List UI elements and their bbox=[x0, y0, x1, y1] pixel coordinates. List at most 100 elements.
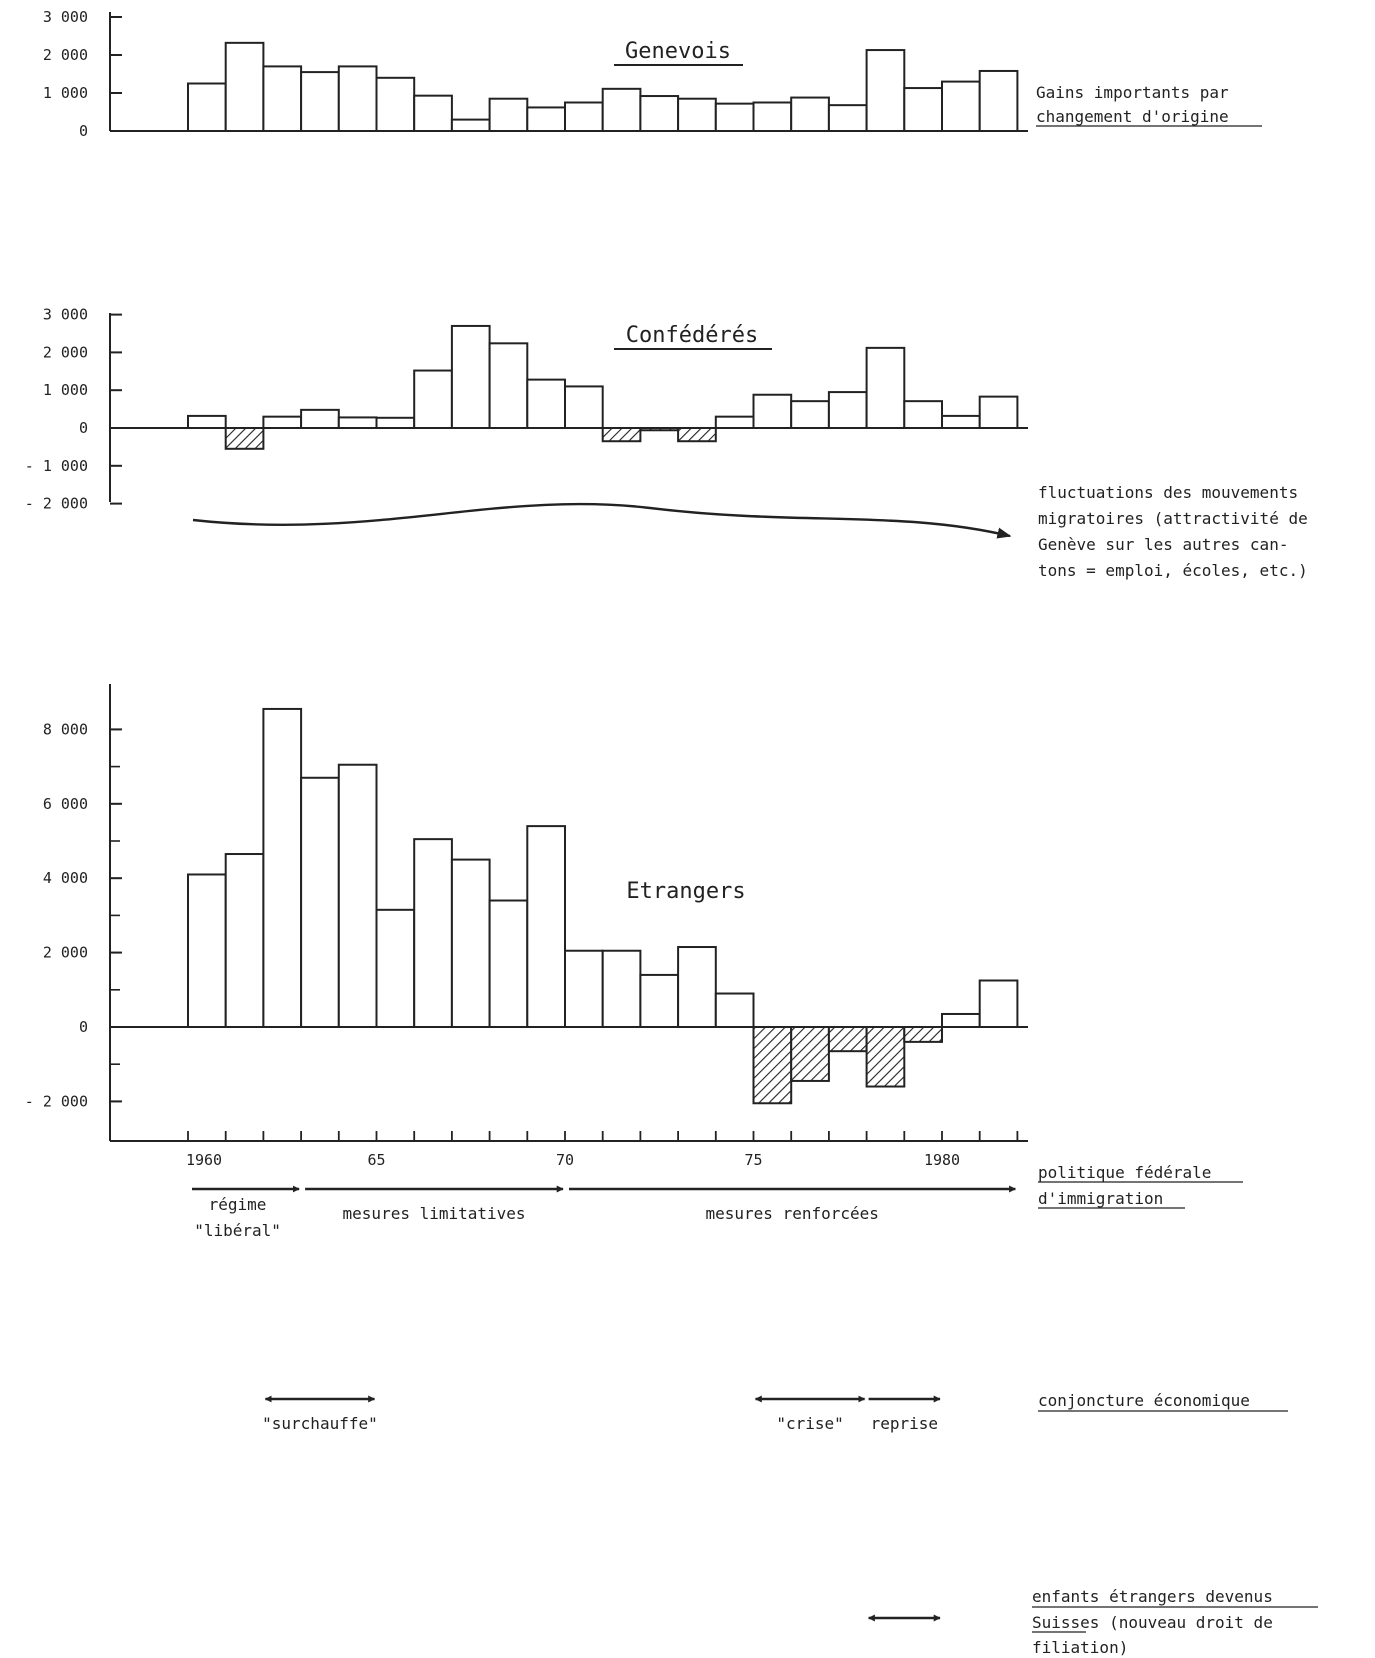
bar-1978 bbox=[865, 1026, 906, 1088]
bar-1969 bbox=[526, 106, 566, 133]
bar-1963 bbox=[300, 776, 340, 1029]
bar-1976 bbox=[790, 1026, 830, 1082]
genevois-bars bbox=[187, 41, 1019, 133]
y-tick-label: 3 000 bbox=[43, 306, 88, 324]
confederes-note-line-1: fluctuations des mouvements bbox=[1038, 483, 1298, 502]
bar-1965 bbox=[375, 76, 416, 133]
bar-1980 bbox=[941, 1012, 981, 1028]
filiation-label-line-2: Suisses (nouveau droit de bbox=[1032, 1613, 1273, 1632]
bar-1974 bbox=[714, 992, 755, 1029]
bar-1963 bbox=[300, 408, 340, 429]
bar-1968 bbox=[488, 342, 529, 429]
bar-1969 bbox=[526, 378, 566, 429]
bar-1962 bbox=[262, 707, 303, 1028]
confederes-note-line-2: migratoires (attractivité de bbox=[1038, 509, 1308, 528]
bar-1981 bbox=[978, 395, 1019, 430]
bar-1969 bbox=[526, 825, 566, 1028]
bar-1978 bbox=[865, 49, 906, 133]
conjoncture-period-label: "crise" bbox=[776, 1414, 843, 1433]
y-tick-label: 2 000 bbox=[43, 343, 88, 361]
bar-1960 bbox=[187, 873, 227, 1028]
y-tick-label: 3 000 bbox=[43, 8, 88, 26]
etrangers-bars bbox=[187, 707, 1019, 1105]
bar-1966 bbox=[413, 838, 453, 1029]
bar-1960 bbox=[187, 82, 227, 132]
y-tick-label: 2 000 bbox=[43, 944, 88, 962]
filiation-label-line-3: filiation) bbox=[1032, 1638, 1128, 1657]
bar-1967 bbox=[450, 324, 491, 429]
bar-1980 bbox=[941, 80, 981, 132]
policy-phase-label: "libéral" bbox=[194, 1221, 281, 1240]
chart-confederes: - 2 000 - 1 000 0 1 000 2 000 3 000 Confédéré… bbox=[25, 306, 1308, 580]
bar-1967 bbox=[450, 858, 491, 1028]
bar-1977 bbox=[827, 391, 868, 429]
bar-1979 bbox=[903, 87, 943, 132]
policy-phase-label: mesures limitatives bbox=[343, 1204, 526, 1223]
bar-1964 bbox=[337, 763, 378, 1028]
confederes-note-line-3: Genève sur les autres can- bbox=[1038, 535, 1288, 554]
migration-fluctuation-wave bbox=[192, 502, 1012, 539]
y-tick-label: - 1 000 bbox=[25, 457, 88, 475]
bar-1960 bbox=[187, 414, 227, 429]
etrangers-title: Etrangers bbox=[626, 879, 745, 904]
bar-1979 bbox=[903, 400, 943, 429]
bar-1966 bbox=[413, 369, 453, 430]
y-tick-label: 0 bbox=[79, 1018, 88, 1036]
x-tick-label: 1980 bbox=[924, 1151, 960, 1169]
bar-1968 bbox=[488, 899, 529, 1029]
bar-1964 bbox=[337, 65, 378, 132]
y-tick-label: 0 bbox=[79, 419, 88, 437]
bar-1970 bbox=[564, 101, 604, 132]
y-tick-label: 2 000 bbox=[43, 46, 88, 64]
bar-1963 bbox=[300, 71, 340, 132]
conjoncture-period-label: reprise bbox=[871, 1414, 938, 1433]
bar-1975 bbox=[752, 101, 793, 132]
bar-1977 bbox=[827, 104, 868, 133]
bar-1962 bbox=[262, 65, 303, 132]
bar-1979 bbox=[903, 1026, 943, 1043]
bar-1970 bbox=[564, 949, 604, 1028]
confederes-note-line-4: tons = emploi, écoles, etc.) bbox=[1038, 561, 1308, 580]
bar-1964 bbox=[337, 416, 378, 429]
bar-1971 bbox=[601, 949, 642, 1028]
policy-label-line-1: politique fédérale bbox=[1038, 1163, 1211, 1182]
y-tick-label: 1 000 bbox=[43, 84, 88, 102]
policy-timeline: régime "libéral" mesures limitatives mesure… bbox=[192, 1185, 1017, 1240]
y-tick-label: 0 bbox=[79, 122, 88, 140]
bar-1981 bbox=[978, 69, 1019, 132]
confederes-bars bbox=[187, 324, 1019, 450]
filiation-label-line-1: enfants étrangers devenus bbox=[1032, 1587, 1273, 1606]
etrangers-x-axis: 1960 65 70 75 1980 bbox=[110, 1131, 1028, 1169]
genevois-title: Genevois bbox=[625, 39, 731, 64]
bar-1980 bbox=[941, 414, 981, 429]
confederes-title: Confédérés bbox=[626, 323, 758, 348]
x-tick-label: 70 bbox=[556, 1151, 574, 1169]
y-tick-label: 4 000 bbox=[43, 869, 88, 887]
bar-1978 bbox=[865, 346, 906, 430]
bar-1971 bbox=[601, 427, 642, 443]
bar-1965 bbox=[375, 416, 416, 430]
policy-label-line-2: d'immigration bbox=[1038, 1189, 1163, 1208]
bar-1961 bbox=[224, 853, 265, 1029]
bar-1973 bbox=[677, 427, 717, 443]
genevois-note-line-1: Gains importants par bbox=[1036, 83, 1229, 102]
y-tick-label: - 2 000 bbox=[25, 495, 88, 513]
policy-phase-label: mesures renforcées bbox=[706, 1204, 879, 1223]
bar-1981 bbox=[978, 979, 1019, 1028]
bar-1973 bbox=[677, 946, 717, 1029]
bar-1975 bbox=[752, 1026, 793, 1105]
bar-1966 bbox=[413, 94, 453, 133]
bar-1961 bbox=[224, 427, 265, 450]
chart-genevois: 0 1 000 2 000 3 000 Genevois Gains importan… bbox=[43, 8, 1262, 140]
bar-1967 bbox=[450, 118, 491, 132]
bar-1973 bbox=[677, 97, 717, 132]
policy-phase-label: régime bbox=[209, 1195, 267, 1214]
bar-1972 bbox=[639, 95, 680, 132]
bar-1977 bbox=[827, 1026, 868, 1053]
y-tick-label: 1 000 bbox=[43, 381, 88, 399]
bar-1974 bbox=[714, 102, 755, 132]
y-tick-label: 8 000 bbox=[43, 720, 88, 738]
bar-1975 bbox=[752, 393, 793, 429]
